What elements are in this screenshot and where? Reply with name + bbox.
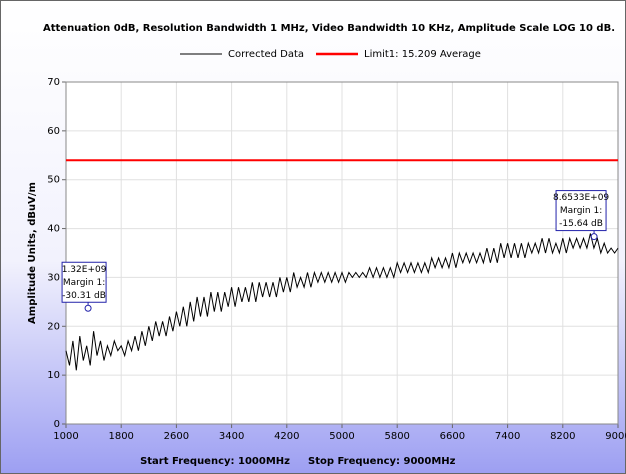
x-tick-label: 1000 <box>53 431 78 442</box>
y-tick-label: 60 <box>47 126 60 137</box>
annotation-box <box>555 190 607 232</box>
y-tick-label: 40 <box>47 224 60 235</box>
x-tick-label: 5800 <box>384 431 409 442</box>
annotation-text: -30.31 dB <box>62 291 106 301</box>
x-tick-label: 8200 <box>550 431 575 442</box>
annotation-text: 1.32E+09 <box>62 265 107 275</box>
series-line <box>65 233 619 371</box>
x-axis-label: Stop Frequency: 9000MHz <box>308 456 456 467</box>
y-tick-label: 0 <box>54 419 60 430</box>
legend-label: Limit1: 15.209 Average <box>364 49 481 60</box>
x-tick-label: 4200 <box>274 431 299 442</box>
annotation-marker <box>84 304 92 312</box>
x-tick-label: 9000 <box>605 431 626 442</box>
annotation-text: 8.6533E+09 <box>553 193 609 203</box>
y-tick-label: 70 <box>47 77 60 88</box>
x-tick-label: 3400 <box>219 431 244 442</box>
x-tick-label: 7400 <box>495 431 520 442</box>
x-tick-label: 6600 <box>440 431 465 442</box>
x-tick-label: 1800 <box>108 431 133 442</box>
annotation-text: Margin 1: <box>560 206 602 216</box>
legend-label: Corrected Data <box>228 49 304 60</box>
y-tick-label: 20 <box>47 321 60 332</box>
annotation-text: -15.64 dB <box>559 219 603 229</box>
x-tick-label: 2600 <box>164 431 189 442</box>
y-tick-label: 10 <box>47 370 60 381</box>
plot-border <box>65 81 619 425</box>
annotation-box <box>61 261 107 303</box>
annotation-text: Margin 1: <box>63 278 105 288</box>
chart-title: Attenuation 0dB, Resolution Bandwidth 1 … <box>43 23 615 34</box>
x-axis-label: Start Frequency: 1000MHz <box>140 456 290 467</box>
y-tick-label: 30 <box>47 272 60 283</box>
y-tick-label: 50 <box>47 175 60 186</box>
annotation-marker <box>590 233 598 241</box>
y-axis-label: Amplitude Units, dBuV/m <box>27 182 38 324</box>
x-tick-label: 5000 <box>329 431 354 442</box>
